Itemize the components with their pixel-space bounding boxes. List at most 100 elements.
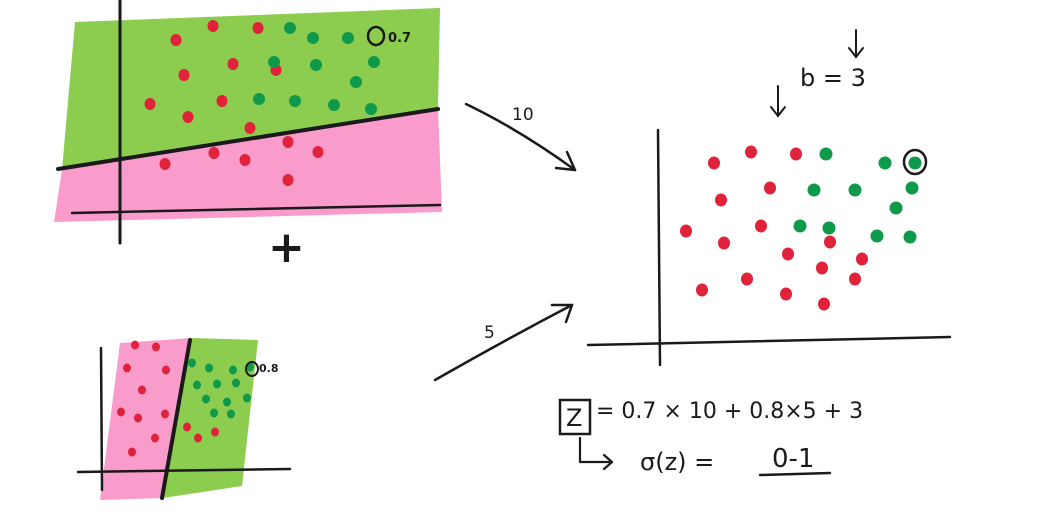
green-point [268, 56, 280, 68]
red-point [818, 297, 830, 311]
red-point [216, 95, 228, 107]
red-point [239, 154, 251, 166]
red-point [117, 407, 125, 417]
green-point [310, 59, 322, 71]
green-point [289, 95, 301, 107]
green-point [307, 32, 319, 44]
red-point [170, 34, 182, 46]
plot1-green-region [62, 8, 440, 170]
red-point [312, 146, 324, 158]
plot3-highlighted-point-circle [902, 148, 928, 176]
green-point [807, 183, 821, 197]
arrow-top-weight-label: 10 [512, 105, 534, 125]
green-point [227, 409, 235, 419]
red-point [680, 224, 692, 238]
formula-z-box [558, 398, 592, 436]
red-point [182, 111, 194, 123]
green-point [819, 147, 833, 161]
green-point [253, 93, 265, 105]
red-point [207, 20, 219, 32]
red-point [162, 365, 170, 375]
red-point [211, 427, 219, 437]
plot2-point-label: 0.8 [259, 362, 279, 375]
red-point [755, 219, 767, 233]
plot2-red-points [117, 340, 219, 457]
red-point [152, 342, 160, 352]
red-point [816, 261, 828, 275]
formula-sigma-underline [758, 471, 832, 477]
plot2-decision-boundary [160, 338, 192, 500]
red-point [282, 136, 294, 148]
arrow-top [464, 102, 577, 172]
red-point [780, 287, 792, 301]
green-point [908, 156, 922, 170]
red-point [849, 272, 861, 286]
green-point [365, 103, 377, 115]
plot2-green-points [188, 358, 254, 419]
red-point [144, 98, 156, 110]
plot3-y-axis [656, 128, 662, 367]
plot3-green-points [793, 147, 922, 244]
green-point [193, 380, 201, 390]
red-point [856, 252, 868, 266]
green-point [202, 394, 210, 404]
plot1-point-label: 0.7 [388, 31, 411, 46]
red-point [824, 235, 836, 249]
red-point [138, 385, 146, 395]
green-point [210, 408, 218, 418]
formula-sigma-line: σ(z) = 0-1 [578, 436, 832, 477]
bias-arrow-down-left [770, 85, 786, 118]
green-point [848, 183, 862, 197]
red-point [718, 236, 730, 250]
plot1-decision-boundary [56, 107, 440, 171]
green-point [822, 221, 836, 235]
green-point [188, 358, 196, 368]
red-point [134, 413, 142, 423]
red-point [715, 193, 727, 207]
plot2-highlighted-point-circle [245, 361, 259, 377]
plot2-y-axis [99, 346, 104, 492]
red-point [151, 433, 159, 443]
formula-sigma-lhs: σ(z) = [640, 448, 714, 476]
green-point [232, 378, 240, 388]
plot1-green-points [253, 22, 380, 115]
green-point [889, 201, 903, 215]
red-point [159, 158, 171, 170]
green-point [368, 56, 380, 68]
plot3 [586, 128, 952, 367]
green-point [793, 219, 807, 233]
red-point [194, 433, 202, 443]
red-point [282, 174, 294, 186]
red-point [161, 409, 169, 419]
green-point [213, 379, 221, 389]
red-point [244, 122, 256, 134]
green-point [284, 22, 296, 34]
green-point [205, 363, 213, 373]
red-point [183, 422, 191, 432]
plot1-highlighted-point-circle [366, 25, 386, 47]
red-point [696, 283, 708, 297]
red-point [708, 156, 720, 170]
red-point [790, 147, 802, 161]
red-point [745, 145, 757, 159]
green-point [342, 32, 354, 44]
plot2: 0.8 [76, 338, 292, 500]
formula-z-expression: = 0.7 × 10 + 0.8×5 + 3 [596, 399, 863, 424]
red-point [208, 147, 220, 159]
green-point [328, 99, 340, 111]
red-point [123, 363, 131, 373]
red-point [782, 247, 794, 261]
green-point [350, 76, 362, 88]
plus-sign: + [268, 222, 305, 273]
arrow-bottom-weight-label: 5 [484, 323, 495, 343]
formula-sigma-arrow [578, 436, 614, 464]
plot3-red-points [680, 145, 868, 311]
plot2-x-axis [76, 467, 292, 474]
green-point [878, 156, 892, 170]
plot1-x-axis [70, 203, 442, 215]
green-point [870, 229, 884, 243]
red-point [252, 22, 264, 34]
bias-label: b = 3 [800, 64, 866, 92]
green-point [223, 397, 231, 407]
